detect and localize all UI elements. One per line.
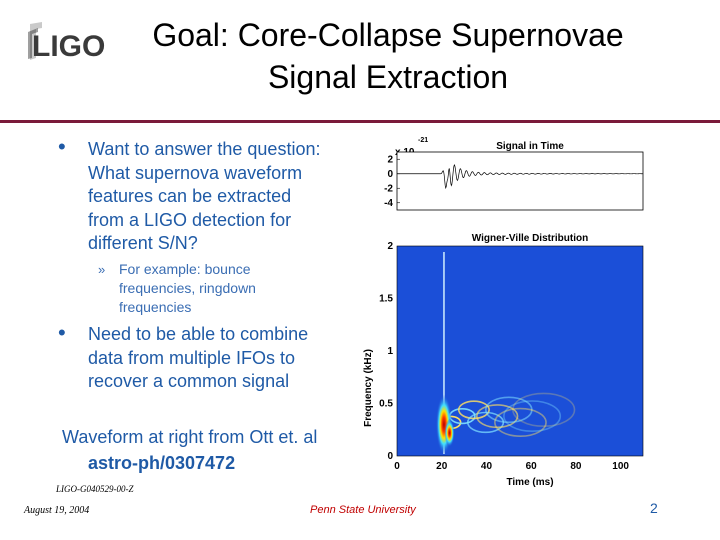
ligo-logo-text: LIGO bbox=[32, 30, 105, 63]
wvd-y-tick: 0.5 bbox=[379, 399, 393, 410]
bullet-1-line: Want to answer the question: bbox=[88, 139, 321, 159]
institution-name: Penn State University bbox=[310, 504, 416, 516]
sub-bullet-text: For example: bounce frequencies, ringdow… bbox=[119, 260, 339, 317]
page-number: 2 bbox=[650, 500, 658, 516]
title-line-2: Signal Extraction bbox=[267, 59, 509, 95]
bullet-1-line: features can be extracted bbox=[88, 186, 292, 207]
bullet-1-line: different S/N? bbox=[88, 233, 198, 254]
signal-time-y-tick: 2 bbox=[387, 154, 393, 165]
bullet-1-line: from a LIGO detection for bbox=[88, 209, 292, 230]
wvd-title: Wigner-Ville Distribution bbox=[472, 233, 588, 244]
title-line-1: Goal: Core-Collapse Supernovae bbox=[152, 17, 624, 53]
wvd-fringe bbox=[475, 404, 519, 429]
bullet-2-line: recover a common signal bbox=[88, 371, 290, 392]
sub-bullet-line: frequencies bbox=[119, 299, 192, 315]
bullet-2-text: Need to be able to combine data from mul… bbox=[88, 323, 368, 394]
y-multiplier-exponent: -21 bbox=[418, 137, 428, 144]
slide-date: August 19, 2004 bbox=[24, 505, 90, 516]
bullet-2-line: Need to be able to combine bbox=[88, 324, 309, 344]
waveform-credit: Waveform at right from Ott et. al bbox=[62, 427, 318, 447]
supernova-figure: Signal in Time x 10 -21 20-2-4 Wigner-Vi… bbox=[363, 137, 644, 488]
wvd-y-tick: 2 bbox=[387, 241, 393, 252]
wvd-y-tick: 1 bbox=[387, 346, 393, 357]
wvd-x-tick: 100 bbox=[612, 461, 629, 472]
signal-time-y-tick: 0 bbox=[387, 169, 393, 180]
signal-time-axes bbox=[396, 151, 644, 211]
waveform-reference: astro-ph/0307472 bbox=[88, 453, 236, 473]
wvd-background bbox=[396, 245, 644, 457]
bullet-1-line: What supernova waveform bbox=[88, 162, 303, 183]
bullet-marker: • bbox=[58, 134, 66, 159]
signal-time-y-tick: -2 bbox=[384, 183, 393, 194]
ligo-logo: LIGO bbox=[28, 22, 105, 63]
document-id: LIGO-G040529-00-Z bbox=[56, 484, 134, 494]
sub-bullet-line: frequencies, ringdown bbox=[119, 280, 256, 296]
wvd-bounce-line bbox=[443, 252, 445, 454]
wvd-x-tick: 60 bbox=[526, 461, 538, 472]
signal-time-series bbox=[397, 163, 644, 190]
wvd-x-ticks: 0 20 40 60 80 100 bbox=[394, 461, 629, 472]
wvd-x-tick: 20 bbox=[436, 461, 448, 472]
bullet-2-line: data from multiple IFOs to bbox=[88, 347, 296, 368]
wvd-x-tick: 40 bbox=[481, 461, 493, 472]
wvd-y-ticks: 0 0.5 1 1.5 2 bbox=[379, 241, 393, 462]
sub-bullet-marker: » bbox=[98, 262, 106, 277]
wvd-fringe bbox=[494, 407, 547, 438]
wvd-x-tick: 0 bbox=[394, 461, 400, 472]
bullet-1-text: Want to answer the question: What supern… bbox=[88, 138, 368, 256]
sub-bullet-line: For example: bounce bbox=[119, 261, 251, 277]
wvd-hotspot bbox=[444, 418, 455, 447]
wvd-y-tick: 0 bbox=[387, 451, 393, 462]
bullet-marker: • bbox=[58, 320, 66, 345]
signal-time-y-tick: -4 bbox=[384, 198, 393, 209]
wvd-fringe bbox=[485, 396, 533, 424]
wvd-fringe bbox=[503, 400, 562, 433]
title-divider bbox=[0, 120, 720, 123]
wvd-y-label: Frequency (kHz) bbox=[363, 349, 374, 427]
signal-time-title: Signal in Time bbox=[496, 141, 564, 152]
wvd-fringe bbox=[457, 400, 490, 420]
wvd-x-tick: 80 bbox=[570, 461, 582, 472]
wvd-heatmap bbox=[396, 245, 644, 457]
wvd-fringe bbox=[512, 392, 576, 427]
wvd-x-label: Time (ms) bbox=[506, 477, 553, 488]
slide-title: Goal: Core-Collapse Supernovae Signal Ex… bbox=[110, 14, 666, 98]
wvd-y-tick: 1.5 bbox=[379, 294, 393, 305]
